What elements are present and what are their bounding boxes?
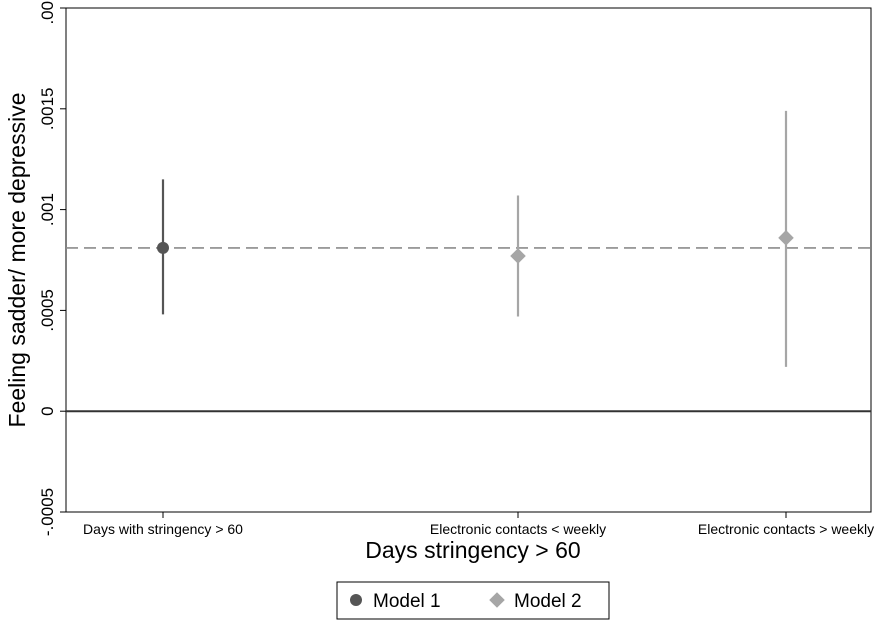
x-category-label: Electronic contacts > weekly: [698, 521, 874, 537]
legend-model-1-marker: [350, 594, 362, 606]
x-axis-category-labels: Days with stringency > 60 Electronic cont…: [83, 512, 874, 537]
plot-frame: [65, 7, 872, 513]
legend-model-1-label: Model 1: [373, 591, 441, 612]
y-axis-ticks: -.0005 0 .0005 .001 .0015 .002: [38, 0, 66, 536]
y-tick-label: -.0005: [38, 488, 57, 536]
y-tick-label: .0005: [38, 289, 57, 332]
reference-lines: [66, 247, 871, 413]
y-tick-label: .002: [38, 0, 57, 25]
y-tick-label: .0015: [38, 88, 57, 131]
legend-model-2-label: Model 2: [514, 591, 582, 612]
x-axis-title: Days stringency > 60: [365, 537, 580, 563]
x-category-label: Days with stringency > 60: [83, 521, 243, 537]
legend-box: [336, 581, 610, 620]
y-tick-label: .001: [38, 193, 57, 226]
y-axis-title: Feeling sadder/ more depressive: [4, 93, 30, 428]
y-tick-label: 0: [38, 406, 57, 415]
legend: Model 1 Model 2: [336, 581, 610, 620]
point-estimate-circle: [157, 241, 169, 254]
x-category-label: Electronic contacts < weekly: [430, 521, 606, 537]
